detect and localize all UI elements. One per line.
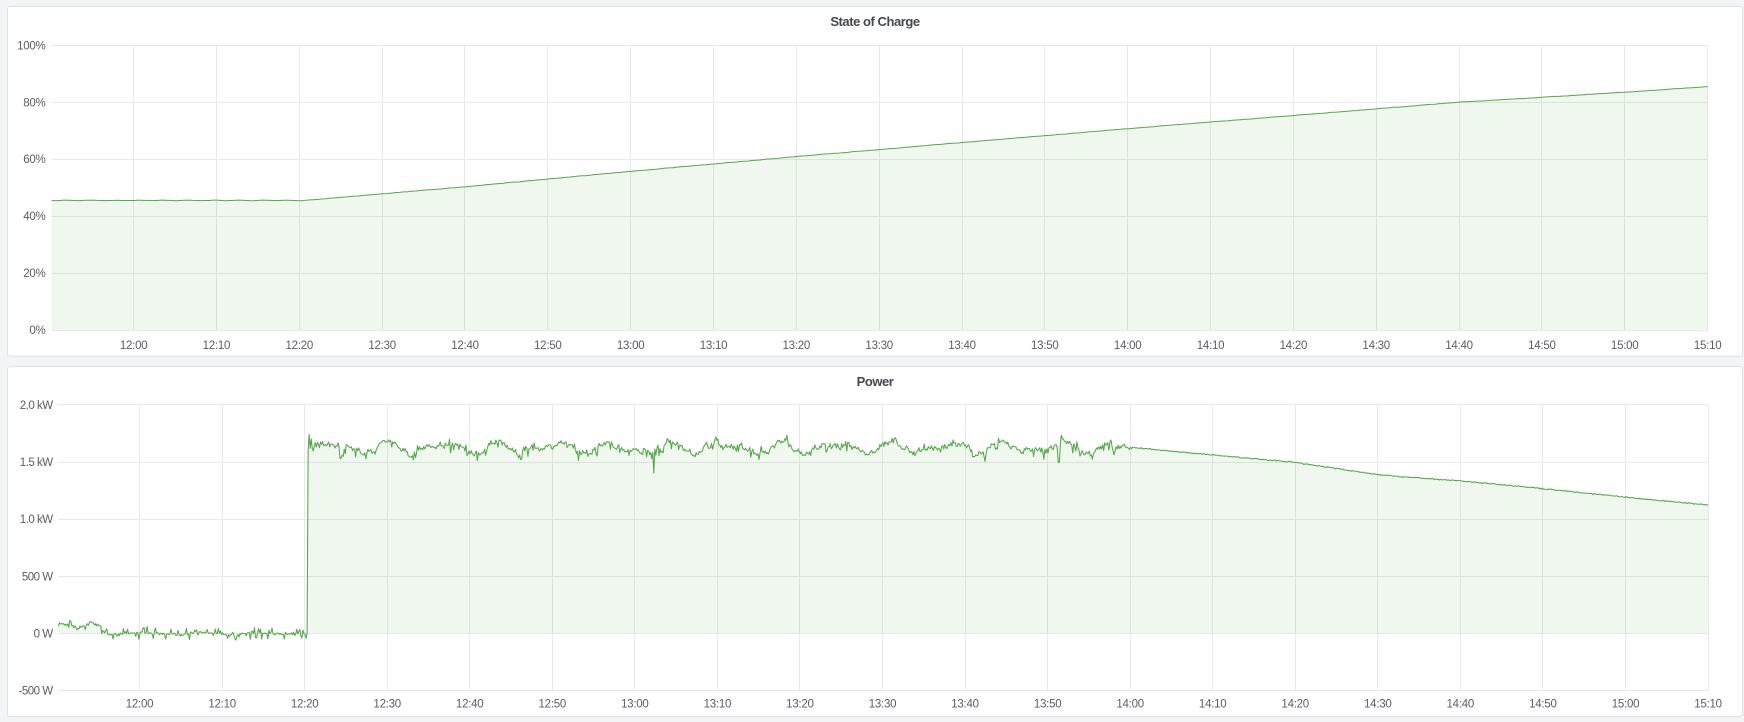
svg-text:14:40: 14:40: [1447, 699, 1475, 711]
svg-text:15:10: 15:10: [1694, 340, 1722, 352]
svg-text:12:40: 12:40: [456, 699, 484, 711]
svg-text:13:10: 13:10: [704, 699, 732, 711]
svg-text:15:00: 15:00: [1612, 699, 1640, 711]
svg-text:12:00: 12:00: [120, 340, 148, 352]
svg-text:14:30: 14:30: [1364, 699, 1392, 711]
svg-text:14:10: 14:10: [1199, 699, 1227, 711]
svg-text:14:50: 14:50: [1529, 699, 1557, 711]
svg-text:14:10: 14:10: [1197, 340, 1225, 352]
svg-text:12:20: 12:20: [291, 699, 319, 711]
svg-text:-500 W: -500 W: [19, 686, 54, 698]
svg-text:14:30: 14:30: [1362, 340, 1390, 352]
svg-text:12:50: 12:50: [539, 699, 567, 711]
svg-text:14:00: 14:00: [1116, 699, 1144, 711]
svg-text:15:10: 15:10: [1694, 699, 1722, 711]
svg-text:13:10: 13:10: [700, 340, 728, 352]
svg-text:14:20: 14:20: [1281, 699, 1309, 711]
svg-text:Power: Power: [857, 374, 894, 389]
svg-text:15:00: 15:00: [1611, 340, 1639, 352]
svg-text:14:20: 14:20: [1280, 340, 1308, 352]
svg-text:12:00: 12:00: [126, 699, 154, 711]
svg-text:12:50: 12:50: [534, 340, 562, 352]
svg-text:20%: 20%: [23, 268, 45, 280]
svg-text:13:20: 13:20: [783, 340, 811, 352]
svg-text:12:10: 12:10: [208, 699, 236, 711]
svg-text:80%: 80%: [23, 97, 45, 109]
svg-text:12:20: 12:20: [286, 340, 314, 352]
svg-text:12:10: 12:10: [203, 340, 231, 352]
svg-text:1.0 kW: 1.0 kW: [20, 514, 53, 526]
svg-text:40%: 40%: [23, 211, 45, 223]
svg-text:12:30: 12:30: [373, 699, 401, 711]
svg-text:13:00: 13:00: [621, 699, 649, 711]
svg-text:13:40: 13:40: [951, 699, 979, 711]
svg-text:0%: 0%: [29, 325, 45, 337]
svg-text:13:30: 13:30: [865, 340, 893, 352]
svg-text:2.0 kW: 2.0 kW: [20, 400, 53, 412]
svg-text:1.5 kW: 1.5 kW: [20, 457, 53, 469]
svg-text:13:20: 13:20: [786, 699, 814, 711]
svg-text:13:50: 13:50: [1034, 699, 1062, 711]
svg-text:60%: 60%: [23, 154, 45, 166]
svg-text:0 W: 0 W: [34, 628, 54, 640]
svg-text:14:40: 14:40: [1445, 340, 1473, 352]
svg-text:13:00: 13:00: [617, 340, 645, 352]
svg-text:14:00: 14:00: [1114, 340, 1142, 352]
svg-text:12:30: 12:30: [368, 340, 396, 352]
svg-text:13:40: 13:40: [948, 340, 976, 352]
svg-text:12:40: 12:40: [451, 340, 479, 352]
svg-text:13:50: 13:50: [1031, 340, 1059, 352]
svg-text:100%: 100%: [17, 40, 45, 52]
svg-text:14:50: 14:50: [1528, 340, 1556, 352]
svg-text:13:30: 13:30: [869, 699, 897, 711]
svg-text:State of Charge: State of Charge: [830, 14, 920, 29]
svg-text:500 W: 500 W: [22, 571, 53, 583]
